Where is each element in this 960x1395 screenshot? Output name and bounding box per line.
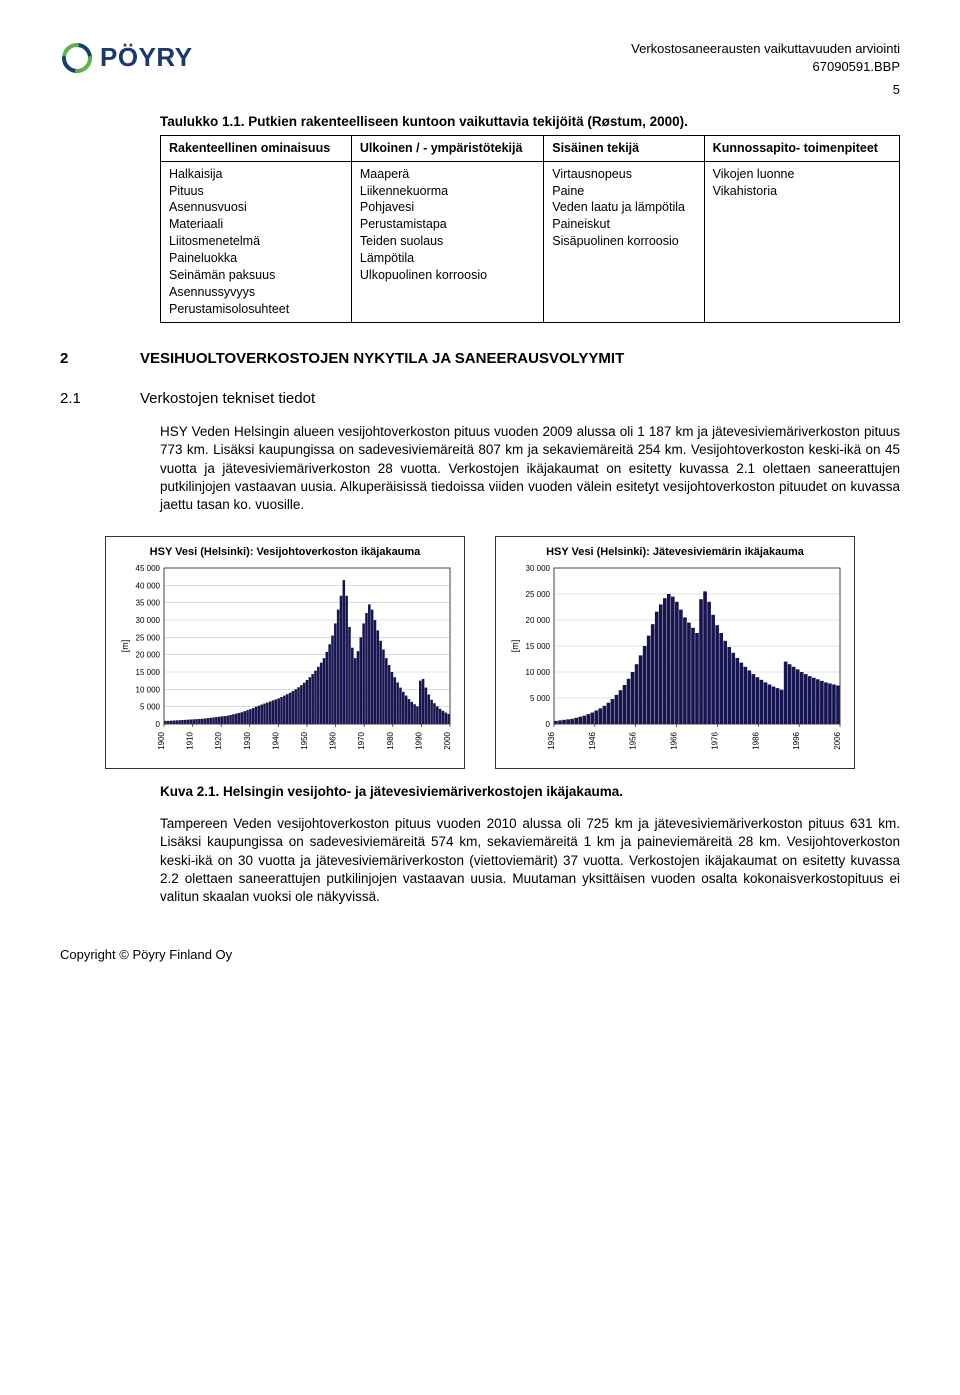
para2: Tampereen Veden vesijohtoverkoston pituu… <box>160 815 900 906</box>
svg-text:1970: 1970 <box>357 731 366 749</box>
svg-text:1986: 1986 <box>751 731 760 749</box>
table1-h2: Sisäinen tekijä <box>544 135 704 161</box>
section21-title: Verkostojen tekniset tiedot <box>140 389 315 409</box>
header-meta: Verkostosaneerausten vaikuttavuuden arvi… <box>631 40 900 75</box>
table1-col1: MaaperäLiikennekuormaPohjavesiPerustamis… <box>351 161 543 322</box>
svg-text:1930: 1930 <box>243 731 252 749</box>
svg-text:15 000: 15 000 <box>136 668 161 677</box>
svg-text:10 000: 10 000 <box>526 668 551 677</box>
doc-number: 67090591.BBP <box>631 58 900 76</box>
svg-text:25 000: 25 000 <box>526 590 551 599</box>
table1-h1: Ulkoinen / - ympäristötekijä <box>351 135 543 161</box>
svg-text:20 000: 20 000 <box>526 616 551 625</box>
svg-text:1960: 1960 <box>329 731 338 749</box>
svg-text:45 000: 45 000 <box>136 564 161 573</box>
svg-text:2000: 2000 <box>443 731 452 749</box>
table1-col0: HalkaisijaPituusAsennusvuosiMateriaaliLi… <box>161 161 352 322</box>
svg-text:1936: 1936 <box>547 731 556 749</box>
section21-heading: 2.1 Verkostojen tekniset tiedot <box>60 389 900 409</box>
svg-text:[m]: [m] <box>120 640 130 653</box>
table1-col2: VirtausnopeusPaineVeden laatu ja lämpöti… <box>544 161 704 322</box>
svg-text:35 000: 35 000 <box>136 599 161 608</box>
section2-heading: 2 VESIHUOLTOVERKOSTOJEN NYKYTILA JA SANE… <box>60 349 900 369</box>
svg-text:25 000: 25 000 <box>136 633 161 642</box>
chart-right-panel: HSY Vesi (Helsinki): Jätevesiviemärin ik… <box>495 536 855 769</box>
svg-text:40 000: 40 000 <box>136 581 161 590</box>
svg-text:1966: 1966 <box>670 731 679 749</box>
svg-text:1910: 1910 <box>186 731 195 749</box>
page-number: 5 <box>60 81 900 99</box>
chart-left: 0 5 000 10 000 15 000 20 000 25 000 30 000 35 0… <box>116 564 456 764</box>
chart-left-panel: HSY Vesi (Helsinki): Vesijohtoverkoston … <box>105 536 465 769</box>
logo: PÖYRY <box>60 40 193 75</box>
svg-text:0: 0 <box>156 720 161 729</box>
charts-row: HSY Vesi (Helsinki): Vesijohtoverkoston … <box>60 536 900 769</box>
table1-h0: Rakenteellinen ominaisuus <box>161 135 352 161</box>
svg-text:1940: 1940 <box>271 731 280 749</box>
svg-text:30 000: 30 000 <box>136 616 161 625</box>
footer: Copyright © Pöyry Finland Oy <box>60 946 900 964</box>
chart-right-title: HSY Vesi (Helsinki): Jätevesiviemärin ik… <box>506 545 844 560</box>
svg-text:1946: 1946 <box>588 731 597 749</box>
svg-text:30 000: 30 000 <box>526 564 551 573</box>
svg-text:5 000: 5 000 <box>530 694 551 703</box>
para1: HSY Veden Helsingin alueen vesijohtoverk… <box>160 423 900 514</box>
svg-text:1920: 1920 <box>214 731 223 749</box>
svg-text:20 000: 20 000 <box>136 651 161 660</box>
fig21-caption: Kuva 2.1. Helsingin vesijohto- ja jäteve… <box>160 783 900 801</box>
svg-text:1990: 1990 <box>414 731 423 749</box>
table1-col3: Vikojen luonneVikahistoria <box>704 161 899 322</box>
poyry-logo-icon <box>60 43 94 73</box>
svg-text:[m]: [m] <box>510 640 520 653</box>
svg-text:5 000: 5 000 <box>140 703 161 712</box>
doc-title: Verkostosaneerausten vaikuttavuuden arvi… <box>631 40 900 58</box>
svg-text:0: 0 <box>546 720 551 729</box>
svg-text:1950: 1950 <box>300 731 309 749</box>
table1-caption: Taulukko 1.1. Putkien rakenteelliseen ku… <box>160 113 900 131</box>
logo-text: PÖYRY <box>100 40 193 75</box>
svg-text:1900: 1900 <box>157 731 166 749</box>
table1-h3: Kunnossapito- toimenpiteet <box>704 135 899 161</box>
svg-text:1976: 1976 <box>710 731 719 749</box>
svg-text:1980: 1980 <box>386 731 395 749</box>
section2-title: VESIHUOLTOVERKOSTOJEN NYKYTILA JA SANEER… <box>140 349 624 369</box>
svg-text:15 000: 15 000 <box>526 642 551 651</box>
table1: Rakenteellinen ominaisuus Ulkoinen / - y… <box>160 135 900 323</box>
svg-text:10 000: 10 000 <box>136 685 161 694</box>
section2-num: 2 <box>60 349 100 369</box>
svg-text:1996: 1996 <box>792 731 801 749</box>
header-row: PÖYRY Verkostosaneerausten vaikuttavuude… <box>60 40 900 75</box>
svg-text:1956: 1956 <box>629 731 638 749</box>
chart-left-title: HSY Vesi (Helsinki): Vesijohtoverkoston … <box>116 545 454 560</box>
chart-right: 0 5 000 10 000 15 000 20 000 25 000 30 000 1936… <box>506 564 846 764</box>
section21-num: 2.1 <box>60 389 100 409</box>
svg-text:2006: 2006 <box>833 731 842 749</box>
